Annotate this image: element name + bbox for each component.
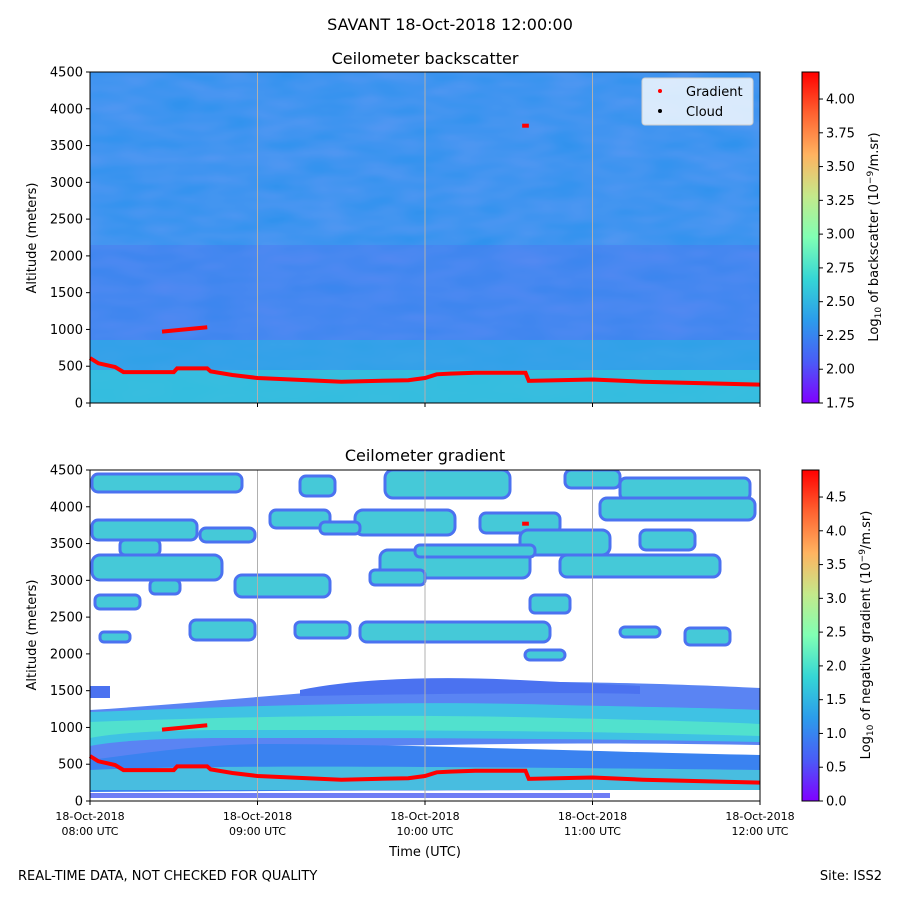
x-tick-time: 08:00 UTC — [61, 825, 118, 838]
y-tick-label: 2000 — [50, 249, 83, 264]
colorbar-tick-label: 1.75 — [826, 397, 855, 412]
colorbar-tick-label: 2.5 — [826, 626, 847, 641]
backscatter-gradient-markers — [88, 123, 761, 387]
figure-title: SAVANT 18-Oct-2018 12:00:00 — [327, 15, 573, 34]
gradient-markers — [88, 521, 761, 785]
quality-disclaimer: REAL-TIME DATA, NOT CHECKED FOR QUALITY — [18, 869, 318, 884]
y-tick-label: 0 — [75, 397, 83, 412]
backscatter-ylabel: Altitude (meters) — [25, 183, 40, 294]
gradient-segment — [161, 723, 208, 732]
legend-gradient-marker — [658, 89, 662, 93]
y-tick-label: 3500 — [50, 139, 83, 154]
x-tick-date: 18-Oct-2018 — [223, 810, 292, 823]
y-tick-label: 3500 — [50, 537, 83, 552]
y-tick-label: 2500 — [50, 213, 83, 228]
colorbar-tick-label: 2.50 — [826, 295, 855, 310]
backscatter-colorbar-ticks: 1.75 2.00 2.25 2.50 2.75 3.00 3.25 3.50 3.75 4.00 — [819, 93, 855, 412]
gradient-colorbar — [801, 469, 820, 802]
backscatter-y-ticks: 0 500 1000 1500 2000 2500 3000 3500 4000 4500 — [50, 66, 90, 412]
colorbar-tick-label: 2.75 — [826, 261, 855, 276]
legend-cloud-marker — [658, 109, 662, 113]
gradient-panel: Ceilometer gradient — [25, 446, 876, 860]
colorbar-tick-label: 4.5 — [826, 491, 847, 506]
colorbar-tick-label: 2.00 — [826, 363, 855, 378]
gradient-colorbar-label: Log10 of negative gradient (10−9/m.sr) — [858, 511, 876, 760]
y-tick-label: 2500 — [50, 611, 83, 626]
x-tick-date: 18-Oct-2018 — [725, 810, 794, 823]
backscatter-title: Ceilometer backscatter — [332, 49, 519, 68]
colorbar-tick-label: 2.0 — [826, 659, 847, 674]
x-tick-time: 10:00 UTC — [396, 825, 453, 838]
gradient-segment — [161, 325, 208, 334]
colorbar-tick-label: 1.0 — [826, 727, 847, 742]
y-tick-label: 4500 — [50, 66, 83, 81]
colorbar-tick-label: 3.0 — [826, 592, 847, 607]
x-tick-time: 12:00 UTC — [731, 825, 788, 838]
x-tick-time: 09:00 UTC — [229, 825, 286, 838]
gradient-ylabel: Altitude (meters) — [25, 580, 40, 691]
y-tick-label: 3000 — [50, 176, 83, 191]
colorbar-tick-label: 4.0 — [826, 524, 847, 539]
legend: Gradient Cloud — [641, 77, 754, 126]
backscatter-x-ticks — [89, 403, 761, 407]
y-tick-label: 0 — [75, 795, 83, 810]
y-tick-label: 1500 — [50, 286, 83, 301]
gradient-colorbar-ticks: 0.0 0.5 1.0 1.5 2.0 2.5 3.0 3.5 4.0 4.5 — [819, 491, 847, 810]
y-tick-label: 1000 — [50, 323, 83, 338]
colorbar-tick-label: 0.0 — [826, 795, 847, 810]
backscatter-panel: Ceilometer backscatter 0 500 1000 1500 2000 2… — [25, 49, 884, 412]
colorbar-tick-label: 0.5 — [826, 761, 847, 776]
y-tick-label: 2000 — [50, 647, 83, 662]
colorbar-tick-label: 3.25 — [826, 194, 855, 209]
x-tick-date: 18-Oct-2018 — [558, 810, 627, 823]
backscatter-grid — [257, 72, 593, 403]
colorbar-tick-label: 4.00 — [826, 93, 855, 108]
gradient-title: Ceilometer gradient — [345, 446, 505, 465]
colorbar-tick-label: 3.50 — [826, 160, 855, 175]
y-tick-label: 1500 — [50, 684, 83, 699]
y-tick-label: 1000 — [50, 721, 83, 736]
y-tick-label: 3000 — [50, 574, 83, 589]
gradient-xlabel: Time (UTC) — [388, 845, 461, 860]
gradient-y-ticks: 0 500 1000 1500 2000 2500 3000 3500 4000 4500 — [50, 464, 90, 810]
y-tick-label: 500 — [58, 758, 83, 773]
gradient-line — [88, 356, 761, 387]
site-label: Site: ISS2 — [819, 869, 882, 884]
colorbar-tick-label: 2.25 — [826, 329, 855, 344]
colorbar-tick-label: 1.5 — [826, 693, 847, 708]
colorbar-tick-label: 3.75 — [826, 126, 855, 141]
y-tick-label: 4000 — [50, 500, 83, 515]
x-tick-date: 18-Oct-2018 — [55, 810, 124, 823]
backscatter-colorbar-label: Log10 of backscatter (10−9/m.sr) — [866, 132, 884, 341]
y-tick-label: 4000 — [50, 102, 83, 117]
colorbar-tick-label: 3.5 — [826, 558, 847, 573]
y-tick-label: 500 — [58, 360, 83, 375]
gradient-grid — [257, 470, 593, 801]
legend-gradient-label: Gradient — [686, 85, 743, 100]
gradient-x-ticks: 18-Oct-2018 08:00 UTC 18-Oct-2018 09:00 UTC… — [55, 801, 795, 838]
x-tick-time: 11:00 UTC — [564, 825, 621, 838]
x-tick-date: 18-Oct-2018 — [390, 810, 459, 823]
y-tick-label: 4500 — [50, 464, 83, 479]
backscatter-colorbar — [801, 71, 820, 404]
gradient-line — [88, 754, 761, 785]
colorbar-tick-label: 3.00 — [826, 228, 855, 243]
legend-cloud-label: Cloud — [686, 105, 723, 120]
